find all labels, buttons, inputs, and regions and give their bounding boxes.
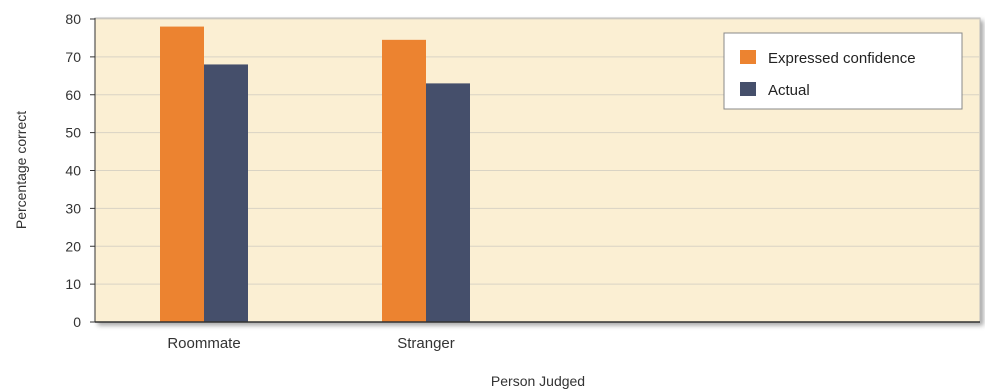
y-tick-label-50: 50 (65, 125, 81, 141)
y-tick-label-30: 30 (65, 200, 81, 216)
y-tick-label-20: 20 (65, 238, 81, 254)
bar-stranger-actual (426, 83, 470, 322)
legend-box (723, 32, 963, 110)
y-tick-label-10: 10 (65, 276, 81, 292)
y-tick-label-60: 60 (65, 87, 81, 103)
legend-label-expressed-confidence: Expressed confidence (768, 50, 916, 67)
x-tick-labels: Roommate Stranger (167, 335, 454, 352)
y-ticks: 0 10 20 30 40 50 60 70 80 (65, 11, 95, 330)
legend-swatch-expressed-confidence (740, 50, 756, 64)
bars-group (160, 26, 470, 323)
y-tick-label-40: 40 (65, 163, 81, 179)
x-axis-title: Person Judged (491, 373, 585, 389)
legend-swatch-actual (740, 82, 756, 96)
bar-roommate-expressed-confidence (160, 26, 204, 322)
bar-roommate-actual (204, 64, 248, 322)
y-tick-label-70: 70 (65, 49, 81, 65)
legend-label-actual: Actual (768, 82, 810, 99)
bar-stranger-expressed-confidence (382, 39, 426, 323)
y-tick-label-0: 0 (73, 314, 81, 330)
x-tick-label-roommate: Roommate (167, 335, 240, 352)
legend: Expressed confidence Actual (723, 32, 963, 110)
y-tick-label-80: 80 (65, 11, 81, 27)
y-axis-title: Percentage correct (13, 111, 29, 229)
x-tick-label-stranger: Stranger (397, 335, 455, 352)
